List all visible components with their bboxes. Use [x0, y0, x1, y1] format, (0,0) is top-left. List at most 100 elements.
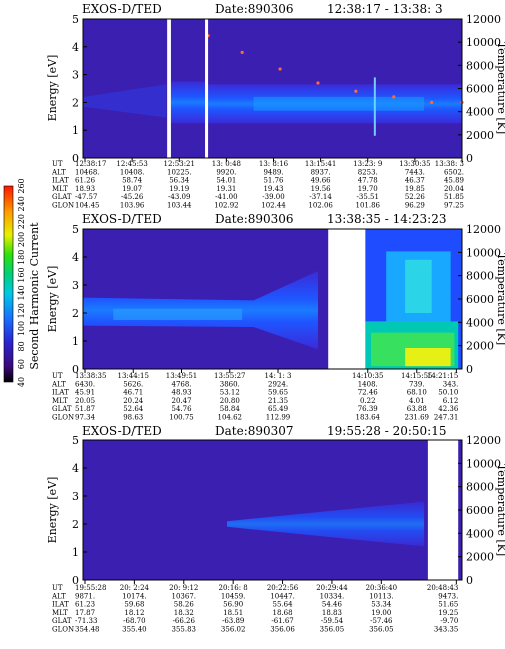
colorbar-label: Second Harmonic Current	[28, 222, 41, 370]
y-tick-label: 0	[72, 574, 79, 587]
orbit-cell: 18.68	[273, 609, 293, 617]
orbit-cell: 13:44:15	[118, 372, 149, 380]
orbit-cell: 56.90	[223, 601, 243, 609]
orbit-cell: 10408.	[120, 168, 145, 176]
orbit-cell: 103.44	[167, 202, 192, 210]
orbit-cell: 6.12	[443, 397, 459, 405]
y-tick-label: 3	[72, 69, 79, 82]
orbit-cell: 14:15:55	[401, 372, 432, 380]
orbit-cell: 51.76	[263, 177, 284, 185]
y-tick-label: 1	[72, 546, 79, 559]
orbit-cell: 17.87	[75, 609, 95, 617]
panel-3-title-time: 19:55:28 - 20:50:15	[327, 424, 446, 438]
orbit-cell: 18.51	[223, 609, 243, 617]
y-tick-label: 2	[72, 518, 79, 531]
orbit-cell: -59.54	[321, 617, 344, 625]
y2-tick-label: 8000	[466, 270, 494, 283]
orbit-row-label: ALT	[51, 168, 66, 176]
panel-2-title-date: Date:890306	[215, 212, 294, 226]
y-tick-label: 0	[72, 363, 79, 376]
orbit-cell: 19.00	[371, 609, 391, 617]
orbit-cell: 20.47	[171, 397, 191, 405]
orbit-cell: 2924.	[268, 380, 288, 388]
orbit-cell: 356.06	[270, 626, 295, 634]
panel-2-title-time: 13:38:35 - 14:23:23	[327, 212, 446, 226]
colorbar-tick-label: 260	[17, 178, 26, 193]
y2-tick-label: 2000	[466, 129, 494, 142]
orbit-cell: 14:10:35	[352, 372, 383, 380]
orbit-cell: 12:38:17	[75, 160, 106, 168]
orbit-cell: -45.26	[121, 193, 144, 201]
y-tick-label: 1	[72, 124, 79, 137]
panel-2-title-name: EXOS-D/TED	[82, 212, 162, 226]
orbit-row-label: GLAT	[52, 405, 72, 413]
orbit-cell: 6502.	[444, 168, 464, 176]
orbit-cell: 20:29:44	[316, 584, 348, 592]
panel-1-title-date: Date:890306	[215, 2, 294, 16]
orbit-cell: 1408.	[358, 380, 378, 388]
orbit-cell: 10334.	[320, 592, 345, 600]
orbit-row-label: UT	[52, 372, 63, 380]
orbit-cell: -43.09	[168, 193, 190, 201]
orbit-cell: -61.67	[271, 617, 293, 625]
orbit-cell: 356.02	[221, 626, 246, 634]
orbit-cell: 49.66	[311, 177, 332, 185]
orbit-row-label: GLON	[52, 202, 74, 210]
band-segment	[227, 501, 425, 547]
orbit-cell: 72.46	[358, 389, 379, 397]
orbit-cell: 20:16: 8	[219, 584, 248, 592]
colorbar-tick-label: 140	[17, 285, 26, 300]
panel-1: EXOS-D/TED Date:890306 12:38:17 - 13:38:…	[46, 2, 505, 210]
orbit-row-label: UT	[52, 160, 63, 168]
y2-tick-label: 0	[466, 574, 473, 587]
orbit-cell: 51.87	[75, 405, 95, 413]
orbit-cell: 20.04	[444, 185, 465, 193]
orbit-cell: 112.99	[266, 414, 291, 422]
orbit-cell: 12:45:53	[116, 160, 147, 168]
temperature-point	[354, 89, 358, 93]
orbit-cell: -37.14	[309, 193, 332, 201]
data-gap	[167, 19, 171, 158]
orbit-cell: 18.32	[174, 609, 194, 617]
orbit-cell: -71.33	[75, 617, 97, 625]
y2-tick-label: 12000	[466, 434, 501, 447]
y2-tick-label: 6000	[466, 83, 494, 96]
orbit-cell: 45.91	[75, 389, 95, 397]
orbit-cell: 104.62	[218, 414, 243, 422]
orbit-cell: 7443.	[405, 168, 425, 176]
orbit-cell: 14:21:15	[427, 372, 458, 380]
panel-1-y2label: Temperature [K]	[495, 42, 505, 134]
orbit-cell: 6430.	[75, 380, 95, 388]
orbit-cell: 52.64	[123, 405, 144, 413]
y2-tick-label: 0	[466, 363, 473, 376]
orbit-cell: 356.05	[369, 626, 394, 634]
orbit-row-label: ILAT	[52, 601, 69, 609]
orbit-cell: 5626.	[123, 380, 143, 388]
y-tick-label: 5	[72, 434, 79, 447]
panel-3: EXOS-D/TED Date:890307 19:55:28 - 20:50:…	[46, 424, 505, 634]
y2-tick-label: 8000	[466, 481, 494, 494]
y-tick-label: 5	[72, 223, 79, 236]
orbit-cell: 55.64	[273, 601, 294, 609]
orbit-cell: 46.37	[405, 177, 425, 185]
orbit-cell: 20: 2:24	[120, 584, 150, 592]
orbit-cell: 54.76	[171, 405, 192, 413]
orbit-cell: 97.25	[444, 202, 464, 210]
orbit-cell: 65.49	[268, 405, 288, 413]
orbit-cell: 48.93	[171, 389, 191, 397]
orbit-row-label: ALT	[51, 380, 66, 388]
y2-tick-label: 10000	[466, 246, 501, 259]
panel-2: EXOS-D/TED Date:890306 13:38:35 - 14:23:…	[3, 178, 505, 422]
colorbar-tick-label: 100	[17, 321, 26, 336]
orbit-cell: -41.00	[215, 193, 237, 201]
y2-tick-label: 2000	[466, 340, 494, 353]
orbit-cell: 52.26	[405, 193, 426, 201]
orbit-cell: 20.24	[123, 397, 144, 405]
y-tick-label: 5	[72, 13, 79, 26]
orbit-cell: 68.10	[407, 389, 427, 397]
orbit-cell: 739.	[409, 380, 425, 388]
colorbar-tick-label: 80	[17, 341, 26, 351]
band-core	[113, 308, 243, 320]
orbit-cell: 10367.	[172, 592, 197, 600]
